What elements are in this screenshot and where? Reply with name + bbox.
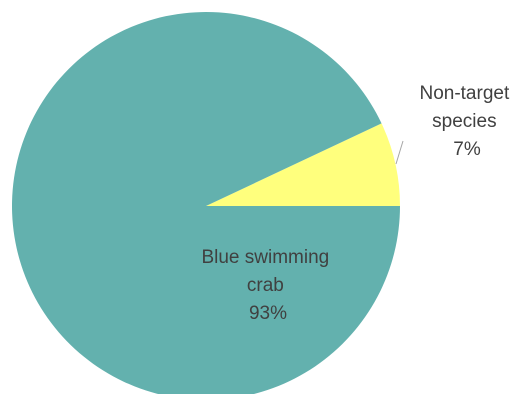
slice-label-blue-swimming-crab-line-1: Blue swimming (201, 247, 329, 268)
pie-slices (12, 12, 400, 394)
slice-label-non-target-species-line-1: Non-target (419, 83, 509, 104)
slice-label-blue-swimming-crab-line-2: crab (247, 275, 284, 296)
leader-line-non-target (395, 140, 404, 165)
pie-slice-non-target-species (206, 123, 400, 206)
pie-slice-blue-swimming-crab (12, 12, 400, 394)
slice-label-non-target-species: Non-target species 7% (419, 83, 514, 160)
slice-label-blue-swimming-crab: Blue swimming crab 93% (201, 247, 334, 324)
slice-percent-blue-swimming-crab: 93% (249, 303, 287, 324)
slice-label-non-target-species-line-2: species (432, 111, 496, 132)
slice-percent-non-target-species: 7% (453, 139, 481, 160)
